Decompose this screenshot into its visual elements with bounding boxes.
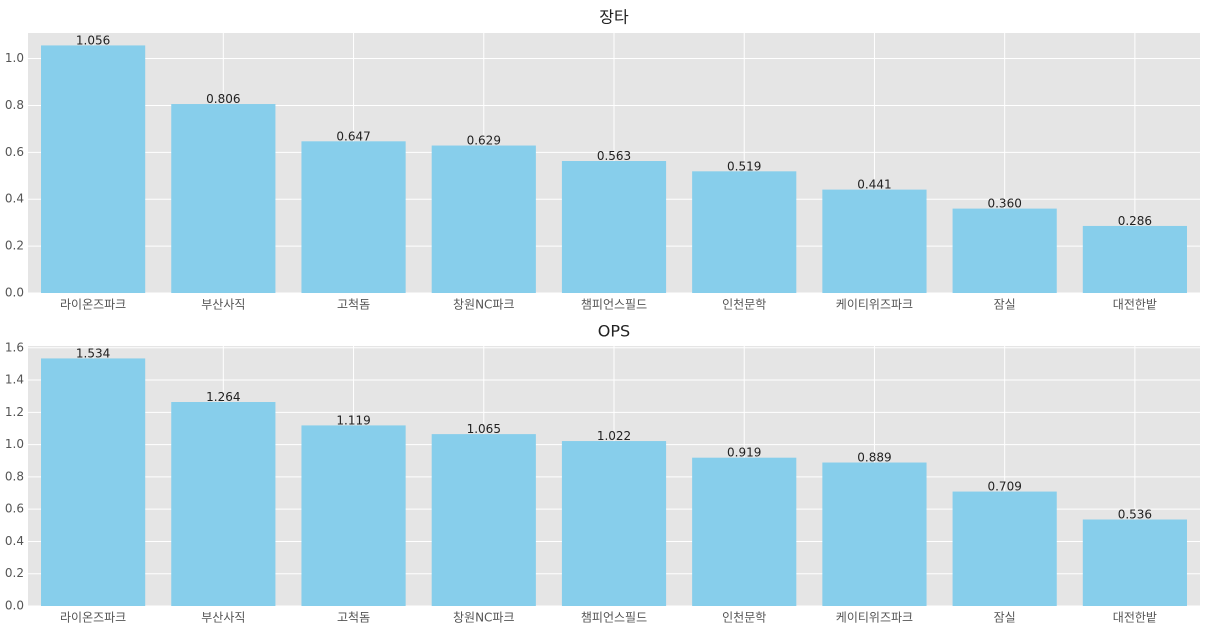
y-tick-label: 0.8 — [5, 98, 24, 112]
y-tick-label: 1.4 — [5, 373, 24, 387]
bar — [692, 171, 797, 293]
x-tick-label: 대전한밭 — [1113, 298, 1157, 312]
x-tick-label: 창원NC파크 — [453, 611, 515, 625]
value-label: 0.629 — [467, 134, 501, 148]
bar — [1082, 519, 1187, 606]
bar — [692, 457, 797, 606]
value-label: 1.264 — [206, 390, 240, 404]
x-tick-label: 챔피언스필드 — [581, 610, 647, 625]
y-tick-label: 0.0 — [5, 286, 24, 300]
bar — [41, 45, 146, 293]
bar — [431, 434, 536, 606]
bar — [561, 441, 667, 606]
value-label: 0.536 — [1118, 507, 1152, 521]
y-tick-label: 0.6 — [5, 145, 24, 159]
bar — [1082, 225, 1187, 293]
value-label: 0.441 — [857, 178, 891, 192]
x-tick-label: 라이온즈파크 — [60, 611, 126, 625]
y-tick-label: 0.4 — [5, 192, 24, 206]
bar — [561, 161, 667, 293]
value-label: 0.919 — [727, 446, 761, 460]
x-tick-label: 부산사직 — [201, 611, 245, 625]
bar — [952, 208, 1057, 293]
bar — [301, 425, 406, 606]
x-tick-label: 케이티위즈파크 — [836, 611, 913, 625]
value-label: 0.519 — [727, 159, 761, 173]
y-tick-label: 0.8 — [5, 469, 24, 483]
y-tick-label: 0.2 — [5, 566, 24, 580]
y-tick-label: 0.0 — [5, 599, 24, 613]
bar — [301, 141, 406, 293]
x-tick-label: 케이티위즈파크 — [836, 298, 913, 312]
value-label: 0.709 — [987, 480, 1021, 494]
x-tick-label: 고척돔 — [337, 611, 370, 625]
y-tick-label: 1.2 — [5, 405, 24, 419]
y-tick-label: 0.2 — [5, 239, 24, 253]
value-label: 0.360 — [987, 197, 1021, 211]
bar — [431, 145, 536, 293]
value-label: 1.056 — [76, 33, 110, 47]
x-tick-label: 창원NC파크 — [453, 298, 515, 312]
x-tick-label: 잠실 — [994, 298, 1016, 312]
value-label: 1.119 — [336, 413, 370, 427]
x-tick-label: 잠실 — [994, 611, 1016, 625]
value-label: 1.534 — [76, 346, 110, 360]
bar — [41, 358, 146, 606]
value-label: 1.022 — [597, 429, 631, 443]
bar — [171, 104, 276, 293]
bar — [822, 189, 927, 293]
y-tick-label: 1.0 — [5, 437, 24, 451]
x-tick-label: 인천문학 — [722, 610, 766, 625]
value-label: 0.806 — [206, 92, 240, 106]
value-label: 1.065 — [467, 422, 501, 436]
value-label: 0.889 — [857, 451, 891, 465]
y-tick-label: 1.0 — [5, 51, 24, 65]
x-tick-label: 대전한밭 — [1113, 611, 1157, 625]
x-tick-label: 라이온즈파크 — [60, 298, 126, 312]
value-label: 0.647 — [336, 129, 370, 143]
bar — [822, 462, 927, 606]
value-label: 0.563 — [597, 149, 631, 163]
bar — [171, 402, 276, 606]
x-tick-label: 챔피언스필드 — [581, 297, 647, 312]
y-tick-label: 0.6 — [5, 502, 24, 516]
value-label: 0.286 — [1118, 214, 1152, 228]
y-tick-label: 1.6 — [5, 340, 24, 354]
chart-title: 장타 — [599, 8, 629, 27]
x-tick-label: 부산사직 — [201, 298, 245, 312]
x-tick-label: 인천문학 — [722, 297, 766, 312]
y-tick-label: 0.4 — [5, 534, 24, 548]
bar — [952, 491, 1057, 606]
x-tick-label: 고척돔 — [337, 298, 370, 312]
chart-title: OPS — [598, 322, 630, 341]
